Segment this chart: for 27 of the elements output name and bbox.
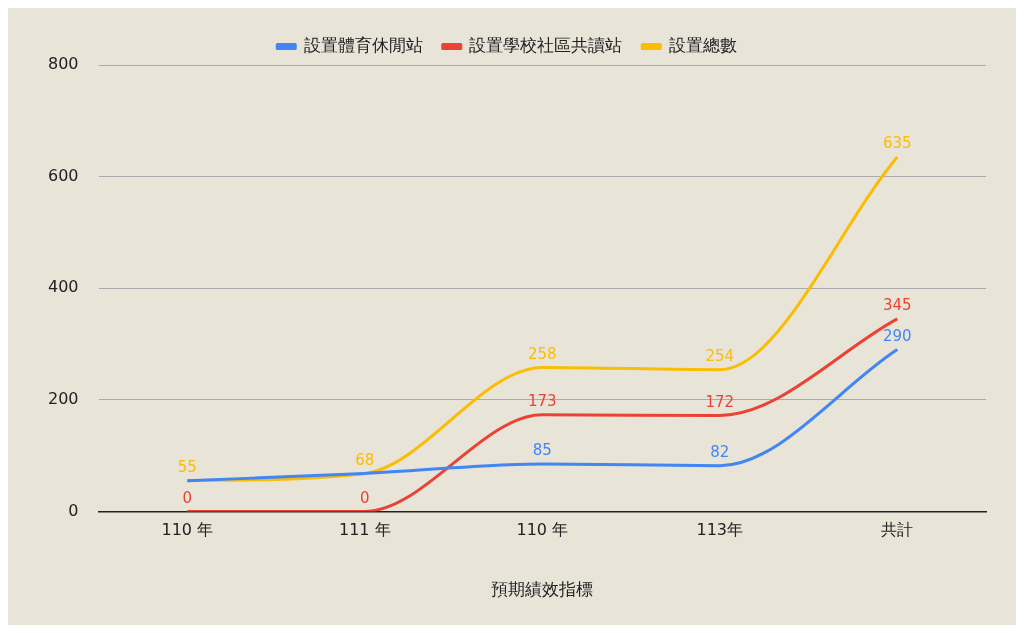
data-label: 0 <box>182 488 193 507</box>
legend-label: 設置總數 <box>668 34 737 55</box>
data-label: 55 <box>177 458 197 477</box>
data-label: 0 <box>360 488 370 507</box>
data-label: 345 <box>882 296 912 315</box>
y-tick-label: 200 <box>47 388 79 408</box>
y-tick-label: 0 <box>68 500 79 520</box>
data-label: 258 <box>527 344 557 363</box>
legend-label: 設置學校社區共讀站 <box>469 34 623 55</box>
data-label: 82 <box>710 443 730 462</box>
y-tick-label: 600 <box>47 165 79 185</box>
data-label: 85 <box>532 441 552 460</box>
data-label: 68 <box>355 450 375 469</box>
data-label: 173 <box>527 392 557 411</box>
y-tick-label: 800 <box>47 54 79 74</box>
x-tick-label: 110 年 <box>161 520 214 540</box>
y-tick-label: 400 <box>47 277 79 297</box>
legend-label: 設置體育休閒站 <box>303 34 423 55</box>
data-label: 254 <box>705 347 735 366</box>
x-tick-label: 共計 <box>881 520 914 540</box>
x-axis-title: 預期績效指標 <box>491 579 594 600</box>
data-label: 635 <box>882 134 912 153</box>
x-tick-label: 111 年 <box>338 520 391 540</box>
data-label: 172 <box>705 392 735 411</box>
x-tick-label: 113年 <box>696 520 744 540</box>
x-tick-label: 110 年 <box>516 520 569 540</box>
data-label: 290 <box>882 326 912 345</box>
